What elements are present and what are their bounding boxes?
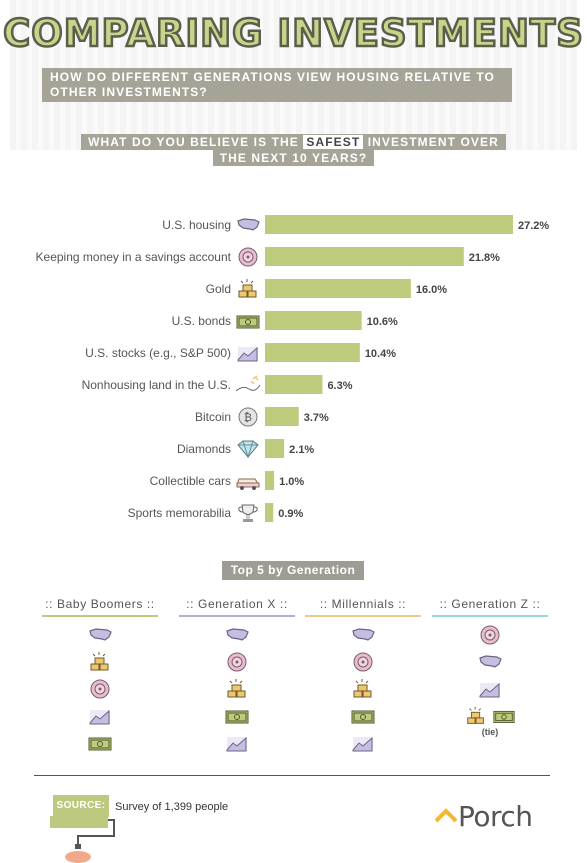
generation-name: :: Generation X :: [186,597,288,611]
tie-icons [432,706,548,726]
question-suffix: INVESTMENT OVER [363,135,499,149]
category-label: Keeping money in a savings account [36,250,232,264]
generation-name: :: Generation Z :: [439,597,541,611]
page-title: COMPARING INVESTMENTS [2,11,584,57]
category-label: Bitcoin [195,410,231,424]
stock-chart-icon [226,736,247,752]
bar [265,343,360,362]
category-label: Gold [206,282,231,296]
tie-note: (tie) [481,727,499,737]
footer-divider [34,775,550,776]
generation-underline [42,615,158,617]
piggy-bank-icon [480,625,500,645]
bar [265,375,323,394]
piggy-bank-icon [90,679,110,699]
source-label: SOURCE: [53,795,109,817]
question-line-2: THE NEXT 10 YEARS? [212,150,375,166]
generation-ranking [179,625,295,753]
gold-bars-icon [238,279,257,298]
porch-logo: Porch [434,800,533,833]
generation-name: :: Millennials :: [319,597,407,611]
question-prefix: WHAT DO YOU BELIEVE IS THE [88,135,304,149]
stock-chart-icon [237,346,258,362]
generation-ranking [305,625,421,753]
gold-bars-icon [227,679,246,698]
bar [265,279,411,298]
gold-bars-icon [467,706,484,724]
bond-bills-icon [236,315,260,329]
piggy-bank-icon [353,652,373,672]
diamond-icon [237,440,259,459]
category-label: U.S. bonds [172,314,231,328]
generation-underline [432,615,548,617]
generation-underline [179,615,295,617]
generation-column-generation-x: :: Generation X :: [179,597,295,760]
generation-column-millennials: :: Millennials :: [305,597,421,760]
generation-underline [305,615,421,617]
data-label: 16.0% [416,284,447,296]
question-line-1: WHAT DO YOU BELIEVE IS THE SAFEST INVEST… [81,134,506,150]
usa-map-icon [352,628,375,641]
chart-question: WHAT DO YOU BELIEVE IS THE SAFEST INVEST… [0,134,587,166]
usa-map-icon [479,655,502,668]
category-label: U.S. stocks (e.g., S&P 500) [85,346,231,360]
generation-ranking: (tie) [432,625,548,737]
paint-roller-icon [50,816,115,863]
stock-chart-icon [352,736,373,752]
bar [265,247,464,266]
car-icon [236,478,260,490]
generation-ranking [42,625,158,753]
piggy-bank-icon [227,652,247,672]
data-label: 2.1% [289,444,314,456]
data-label: 10.6% [367,316,398,328]
piggy-bank-icon [238,247,258,267]
category-label: Sports memorabilia [128,506,232,520]
data-label: 6.3% [327,380,352,392]
data-label: 27.2% [518,220,549,232]
usa-map-icon [89,628,112,641]
bar [265,215,513,234]
bar [265,311,362,330]
trophy-icon [238,504,258,522]
data-label: 21.8% [469,252,500,264]
bar [265,439,285,458]
bar [265,471,275,490]
brand-name: Porch [458,800,533,833]
generation-column-baby-boomers: :: Baby Boomers :: [42,597,158,760]
gold-bars-icon [353,679,372,698]
category-label: Diamonds [177,442,231,456]
bar [265,407,299,426]
safest-investment-bar-chart: U.S. housing 27.2% Keeping money in a savi… [36,215,549,522]
source-text: Survey of 1,399 people [115,801,229,813]
generation-column-generation-z: :: Generation Z :: (tie) [432,597,548,737]
data-label: 3.7% [304,412,329,424]
data-label: 1.0% [279,476,304,488]
bond-bills-icon [493,710,515,723]
bar [265,503,274,522]
category-label: U.S. housing [162,218,231,232]
data-label: 10.4% [365,348,396,360]
svg-text:₿: ₿ [244,411,252,424]
data-label: 0.9% [278,508,303,520]
stock-chart-icon [89,709,110,725]
bond-bills-icon [88,737,112,751]
category-label: Collectible cars [150,474,231,488]
category-label: Nonhousing land in the U.S. [82,378,231,392]
usa-map-icon [237,218,260,231]
stock-chart-icon [479,682,500,698]
page-subtitle: HOW DO DIFFERENT GENERATIONS VIEW HOUSIN… [42,68,512,102]
land-icon [235,375,261,392]
usa-map-icon [226,628,249,641]
generation-section-title: Top 5 by Generation [222,561,364,580]
porch-roof-icon [434,807,458,822]
bond-bills-icon [351,710,375,724]
bitcoin-icon: ₿ [238,407,258,427]
generation-name: :: Baby Boomers :: [45,597,155,611]
question-highlight: SAFEST [303,135,364,149]
gold-bars-icon [90,652,109,671]
bond-bills-icon [225,710,249,724]
